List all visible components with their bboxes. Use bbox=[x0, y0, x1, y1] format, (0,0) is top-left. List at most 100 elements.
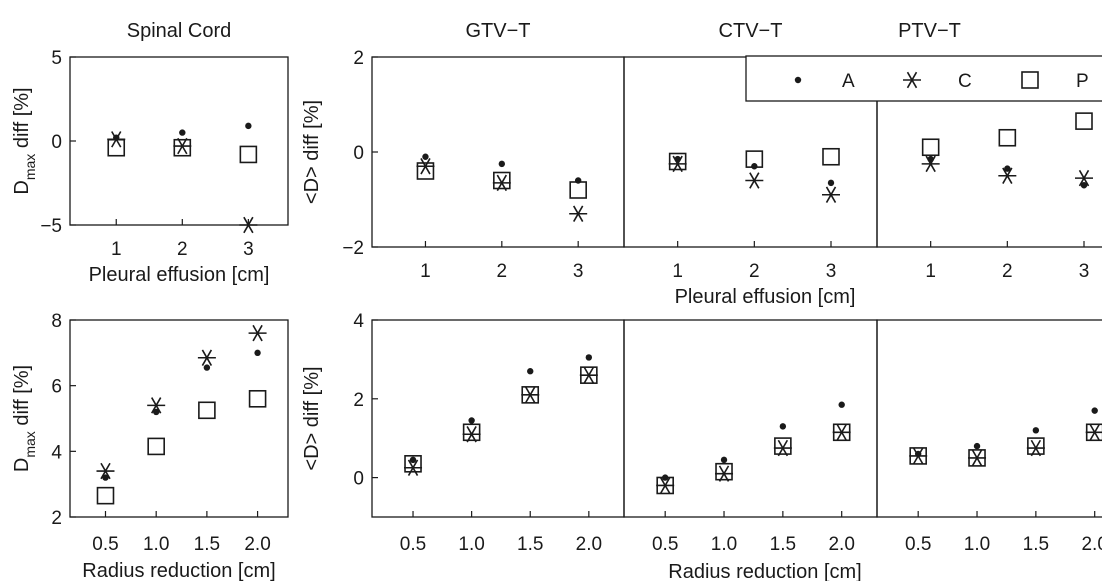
ctv-bottom-xtick-label: 2.0 bbox=[828, 534, 854, 555]
ctv-bottom-point-c bbox=[715, 465, 734, 482]
spinal-bottom-point-c bbox=[248, 324, 267, 342]
legend-box bbox=[745, 55, 1102, 102]
ptv-bottom-point-c bbox=[909, 447, 928, 465]
ctv-bottom-xtick-label: 1.0 bbox=[711, 534, 737, 555]
ctv-top-xtick-label: 2 bbox=[749, 261, 760, 282]
ptv-top-xtick-label: 2 bbox=[1002, 261, 1013, 282]
spinal-bottom-ytick-label: 6 bbox=[51, 377, 62, 398]
spinal-bottom-point-p bbox=[198, 401, 216, 420]
spinal-top-point-a bbox=[245, 122, 252, 130]
ptv-bottom-point-c bbox=[1026, 439, 1045, 457]
ctv-top-point-p bbox=[668, 152, 687, 171]
gtv-top-ylabel: <D> diff [%] bbox=[301, 100, 323, 204]
ptv-bottom-point-p bbox=[909, 447, 927, 465]
gtv-top-point-a bbox=[422, 153, 429, 160]
spinal-bottom-xtick-label: 0.5 bbox=[92, 534, 118, 555]
ptv-bottom-xtick-label: 1.5 bbox=[1023, 534, 1049, 555]
gtv-top-title: GTV−T bbox=[465, 20, 530, 42]
ctv-top-point-a bbox=[827, 179, 835, 187]
ptv-bottom-point-c bbox=[968, 449, 987, 467]
legend-label-a: A bbox=[842, 71, 855, 92]
spinal-bottom-point-a bbox=[152, 408, 160, 416]
gtv-bottom-xtick-label: 1.0 bbox=[458, 534, 484, 555]
gtv-bottom-ytick-label: 0 bbox=[353, 469, 364, 490]
ptv-top-point-c bbox=[1075, 169, 1093, 187]
gtv-bottom-point-p bbox=[462, 423, 481, 442]
top-shared-xlabel: Pleural effusion [cm] bbox=[675, 286, 856, 308]
spinal-bottom-xtick-label: 1.0 bbox=[143, 534, 169, 555]
gtv-top-point-a bbox=[498, 160, 506, 168]
spinal-bottom-point-a bbox=[203, 364, 211, 371]
gtv-bottom-point-p bbox=[404, 455, 422, 473]
spinal-top-xtick-label: 1 bbox=[111, 239, 122, 260]
gtv-bottom-axes-frame bbox=[371, 319, 625, 518]
gtv-top-point-c bbox=[416, 158, 435, 175]
gtv-bottom-point-a bbox=[468, 417, 475, 424]
gtv-bottom-ytick-label: 4 bbox=[353, 311, 364, 332]
ptv-bottom-point-p bbox=[1085, 423, 1102, 442]
gtv-top-ytick-label: −2 bbox=[342, 238, 364, 259]
ctv-bottom-axes-frame bbox=[623, 319, 878, 518]
spinal-top-title: Spinal Cord bbox=[127, 20, 232, 42]
ptv-top-point-a bbox=[1004, 165, 1011, 172]
legend-label-c: C bbox=[958, 71, 972, 92]
spinal-bottom-ylabel: Dmax diff [%] bbox=[11, 365, 38, 472]
gtv-top-ytick-label: 2 bbox=[353, 48, 364, 69]
spinal-bottom-ytick-label: 8 bbox=[51, 311, 62, 332]
legend-marker-a-icon bbox=[794, 76, 802, 84]
ctv-top-point-a bbox=[751, 163, 758, 170]
panel-spinal-bottom: 0.5 1.0 1.5 2.0 2 4 6 8 Radius reduction [cm] Dma… bbox=[11, 311, 289, 581]
ptv-top-title: PTV−T bbox=[898, 20, 961, 42]
ptv-bottom-point-c bbox=[1085, 424, 1102, 441]
gtv-bottom-point-a bbox=[527, 368, 534, 375]
spinal-top-ytick-label: 0 bbox=[51, 132, 62, 153]
gtv-top-point-p bbox=[493, 171, 511, 190]
gtv-bottom-point-c bbox=[462, 426, 481, 443]
gtv-bottom-point-a bbox=[409, 456, 417, 464]
gtv-top-point-p bbox=[569, 181, 587, 199]
ctv-top-point-c bbox=[745, 172, 764, 189]
ptv-bottom-point-p bbox=[1027, 437, 1045, 455]
ctv-top-point-p bbox=[822, 147, 840, 166]
gtv-top-axes-frame bbox=[371, 56, 625, 248]
ptv-bottom-axes-frame bbox=[876, 319, 1102, 518]
panel-ptv-bottom: 0.5 1.0 1.5 2.0 bbox=[876, 319, 1102, 555]
ctv-bottom-point-p bbox=[832, 423, 851, 442]
ctv-bottom-point-c bbox=[832, 424, 851, 441]
spinal-bottom-point-a bbox=[102, 474, 109, 481]
ptv-top-point-c bbox=[998, 167, 1017, 184]
gtv-bottom-ylabel: <D> diff [%] bbox=[301, 366, 323, 470]
spinal-bottom-point-p bbox=[96, 486, 115, 505]
gtv-top-xtick-label: 3 bbox=[573, 261, 584, 282]
gtv-bottom-point-c bbox=[521, 386, 540, 404]
ptv-bottom-point-a bbox=[973, 442, 981, 450]
ptv-top-point-p bbox=[921, 138, 940, 157]
spinal-bottom-point-p bbox=[147, 437, 165, 456]
legend-marker-c-icon bbox=[903, 71, 921, 89]
ctv-bottom-point-p bbox=[656, 476, 674, 495]
panel-ptv-top: PTV−T 1 2 3 bbox=[876, 20, 1102, 282]
gtv-top-ytick-label: 0 bbox=[353, 143, 364, 164]
spinal-top-point-a bbox=[179, 129, 186, 136]
spinal-top-point-p bbox=[239, 145, 258, 164]
ctv-bottom-point-c bbox=[773, 439, 792, 457]
spinal-top-xtick-label: 2 bbox=[177, 239, 188, 260]
bottom-shared-xlabel: Radius reduction [cm] bbox=[668, 561, 861, 581]
legend: A C P bbox=[745, 55, 1102, 102]
spinal-top-ytick-label: 5 bbox=[51, 48, 62, 69]
spinal-bottom-ytick-label: 4 bbox=[51, 442, 62, 463]
spinal-top-point-c bbox=[173, 137, 192, 155]
ptv-bottom-point-a bbox=[1091, 407, 1098, 414]
ctv-bottom-xtick-label: 0.5 bbox=[652, 534, 678, 555]
ctv-top-title: CTV−T bbox=[719, 20, 783, 42]
spinal-bottom-xlabel: Radius reduction [cm] bbox=[82, 560, 275, 581]
spinal-top-point-p bbox=[173, 138, 192, 157]
ptv-top-point-a bbox=[1080, 182, 1088, 189]
ptv-bottom-xtick-label: 2.0 bbox=[1081, 534, 1102, 555]
gtv-bottom-point-c bbox=[404, 459, 423, 476]
ctv-bottom-xtick-label: 1.5 bbox=[770, 534, 796, 555]
ctv-top-point-c bbox=[822, 186, 840, 203]
panel-ctv-bottom: 0.5 1.0 1.5 2.0 bbox=[623, 319, 878, 555]
ptv-bottom-point-p bbox=[968, 449, 986, 467]
ptv-top-point-c bbox=[921, 155, 940, 173]
